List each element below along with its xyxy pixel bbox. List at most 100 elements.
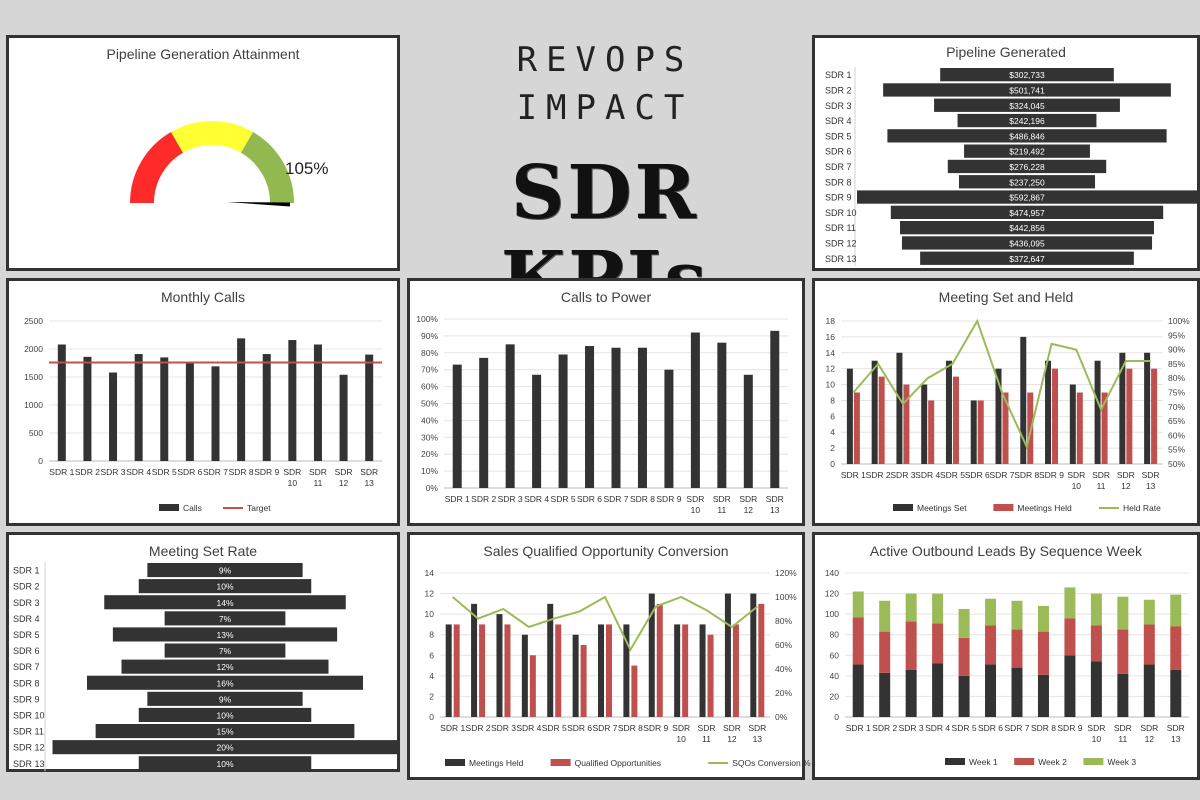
- data-label: 14%: [216, 598, 233, 608]
- meeting-set-rate-chart: SDR 1 9% SDR 2 10% SDR 3 14% SDR 4 7% SDR 5 13% SD…: [13, 562, 398, 772]
- bar: [887, 129, 1167, 143]
- bar: [452, 364, 462, 488]
- bar: [900, 221, 1154, 235]
- category-label: SDR 3: [13, 598, 40, 608]
- x-tick-label: SDR 9: [1057, 723, 1082, 733]
- bar: [496, 614, 503, 717]
- legend-swatch: [1014, 758, 1035, 765]
- bar: [138, 756, 312, 771]
- y-tick-label: 1000: [24, 400, 43, 410]
- bar: [883, 83, 1171, 97]
- y-tick-label: 12: [425, 589, 435, 599]
- bar: [846, 368, 853, 464]
- bar: [878, 376, 885, 464]
- bar: [648, 593, 655, 717]
- category-label: SDR 2: [13, 582, 40, 592]
- bar: [1101, 392, 1108, 464]
- category-label: SDR 9: [13, 694, 40, 704]
- x-tick-label: SDR: [1114, 723, 1132, 733]
- x-tick-label: 10: [1092, 734, 1102, 744]
- y-tick-label: 10: [826, 380, 836, 390]
- y-tick-label: 80%: [421, 348, 438, 358]
- bar: [160, 357, 169, 461]
- x-tick-label: 13: [1171, 734, 1181, 744]
- x-tick-label: SDR 8: [1031, 723, 1056, 733]
- legend-swatch: [945, 758, 965, 765]
- bar: [743, 374, 753, 488]
- x-tick-label: SDR: [1117, 470, 1135, 480]
- x-tick-label: 10: [288, 478, 298, 488]
- bar: [995, 368, 1002, 464]
- x-tick-label: SDR 2: [471, 494, 496, 504]
- y-tick-label: 4: [429, 671, 434, 681]
- y-tick-label: 8: [429, 630, 434, 640]
- x-tick-label: 11: [1097, 481, 1106, 491]
- bar-segment: [1170, 669, 1182, 717]
- category-label: SDR 4: [13, 614, 40, 624]
- y-tick-label: 50%: [421, 399, 438, 409]
- bar: [1052, 368, 1059, 464]
- meeting-set-held-chart: 0 2 4 6 8 10 12 14 16 18 50% 55% 60% 65% 70% 75% 80% 85% 9…: [826, 316, 1191, 513]
- series-line: [852, 318, 1151, 450]
- x-tick-label: SDR 4: [524, 494, 549, 504]
- bar: [598, 624, 604, 717]
- legend-label: SQOs Conversion %: [732, 758, 811, 768]
- header-line-2: IMPACT: [516, 88, 694, 128]
- chart-title: Meeting Set and Held: [938, 289, 1074, 305]
- bar: [1151, 368, 1158, 464]
- x-tick-label: 13: [364, 478, 374, 488]
- y-tick-label: 10: [425, 609, 435, 619]
- x-tick-label: SDR 5: [152, 467, 177, 477]
- bar-segment: [958, 675, 970, 717]
- y-tick-label: 2: [429, 691, 434, 701]
- y2-tick-label: 80%: [775, 616, 792, 626]
- x-tick-label: 12: [1121, 481, 1131, 491]
- y2-tick-label: 100%: [775, 592, 797, 602]
- data-label: 9%: [219, 694, 232, 704]
- x-tick-label: SDR: [335, 467, 353, 477]
- x-tick-label: SDR 1: [440, 723, 465, 733]
- x-tick-label: SDR 7: [1004, 723, 1029, 733]
- bar: [631, 665, 638, 717]
- y-tick-label: 4: [830, 427, 835, 437]
- bar: [580, 645, 587, 717]
- data-label: $324,045: [1009, 101, 1045, 111]
- bar: [611, 347, 621, 488]
- panel-active-leads: Active Outbound Leads By Sequence Week 0…: [812, 532, 1200, 780]
- x-tick-label: SDR 4: [126, 467, 151, 477]
- bar: [606, 624, 612, 717]
- x-tick-label: 12: [727, 734, 737, 744]
- bar-segment: [958, 637, 970, 676]
- bar: [147, 563, 303, 578]
- x-tick-label: SDR: [1142, 470, 1160, 480]
- y-tick-label: 8: [830, 395, 835, 405]
- x-tick-label: SDR: [723, 723, 741, 733]
- x-tick-label: SDR 6: [978, 723, 1003, 733]
- legend-label: Meetings Set: [917, 503, 967, 513]
- y-tick-label: 40%: [421, 415, 438, 425]
- bar-segment: [1064, 655, 1076, 717]
- legend-swatch: [1083, 758, 1104, 765]
- x-tick-label: SDR: [309, 467, 327, 477]
- bar: [707, 634, 714, 717]
- category-label: SDR 4: [825, 116, 852, 126]
- data-label: $302,733: [1009, 70, 1045, 80]
- data-label: 10%: [216, 582, 233, 592]
- data-label: $592,867: [1009, 193, 1045, 203]
- bar: [1119, 352, 1126, 464]
- x-tick-label: SDR 8: [630, 494, 655, 504]
- y-tick-label: 70%: [421, 365, 438, 375]
- bar-segment: [905, 593, 917, 622]
- data-label: 13%: [216, 630, 233, 640]
- bar: [732, 624, 739, 717]
- bar: [164, 643, 286, 658]
- category-label: SDR 10: [825, 208, 857, 218]
- y2-tick-label: 20%: [775, 688, 792, 698]
- x-tick-label: SDR: [698, 723, 716, 733]
- x-tick-label: SDR 8: [1014, 470, 1039, 480]
- data-label: $474,957: [1009, 208, 1045, 218]
- x-tick-label: 13: [1146, 481, 1156, 491]
- bar-segment: [1011, 667, 1023, 717]
- panel-pipeline-attainment: Pipeline Generation Attainment 105%: [6, 35, 400, 271]
- y-tick-label: 0: [830, 459, 835, 469]
